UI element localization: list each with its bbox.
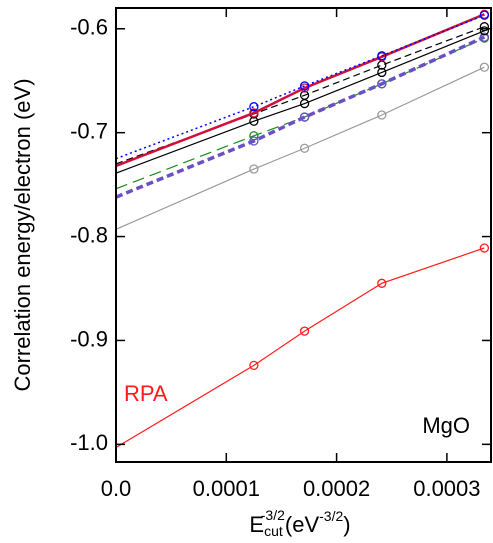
plot-area: [116, 9, 490, 448]
data-point: [249, 108, 259, 118]
data-point: [377, 278, 387, 288]
data-point: [377, 110, 387, 120]
fit-line: [116, 66, 485, 230]
x-axis-label: Ecut-3/2(eV-3/2): [249, 507, 350, 539]
x-label-sup: -3/2: [261, 507, 285, 523]
x-label-unit-close: ): [343, 512, 350, 537]
data-point: [479, 62, 490, 72]
y-tick-label: -0.8: [70, 222, 108, 247]
fit-line: [116, 35, 486, 199]
data-point: [299, 90, 310, 100]
x-tick-label: 0.0003: [413, 476, 480, 501]
data-point: [479, 243, 490, 253]
data-point: [377, 79, 387, 89]
x-label-unit-sup: -3/2: [319, 508, 343, 524]
fit-line: [116, 26, 485, 165]
y-axis-label: Correlation energy/electron (eV): [10, 78, 35, 391]
x-tick-label: 0.0: [101, 476, 132, 501]
data-point: [377, 51, 387, 61]
data-point: [299, 81, 310, 91]
data-point: [299, 112, 310, 122]
data-point: [377, 67, 387, 78]
x-label-sub: cut: [264, 523, 283, 539]
fit-line: [116, 30, 485, 174]
x-tick-label: 0.0002: [303, 476, 370, 501]
x-label-base: E: [249, 512, 264, 537]
data-point: [479, 10, 490, 20]
y-tick-label: -0.6: [70, 15, 108, 40]
data-point: [479, 26, 490, 36]
plot-frame: [115, 7, 492, 463]
annotation: MgO: [422, 413, 470, 438]
y-tick-label: -0.7: [70, 118, 108, 143]
data-point: [249, 102, 259, 112]
data-point: [479, 32, 490, 42]
data-point: [249, 164, 259, 174]
fit-line: [116, 247, 485, 448]
data-point: [299, 143, 310, 153]
data-point: [249, 136, 259, 146]
fit-line: [116, 14, 485, 160]
y-tick-label: -1.0: [70, 430, 108, 455]
data-point: [249, 360, 259, 371]
data-point: [299, 326, 310, 336]
data-point: [479, 22, 490, 32]
y-tick-label: -0.9: [70, 326, 108, 351]
annotation: RPA: [124, 381, 168, 406]
x-label-unit: (eV: [285, 512, 320, 537]
x-tick-label: 0.0001: [193, 476, 260, 501]
